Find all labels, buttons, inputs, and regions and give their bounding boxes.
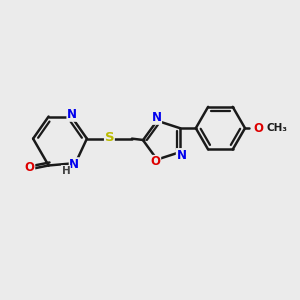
Text: O: O (25, 161, 35, 174)
Text: N: N (152, 111, 161, 124)
Text: O: O (254, 122, 263, 135)
Text: CH₃: CH₃ (267, 123, 288, 133)
Text: S: S (105, 130, 114, 144)
Text: O: O (151, 155, 160, 168)
Text: N: N (67, 108, 77, 121)
Text: N: N (176, 148, 186, 162)
Text: H: H (61, 166, 70, 176)
Text: N: N (69, 158, 79, 171)
